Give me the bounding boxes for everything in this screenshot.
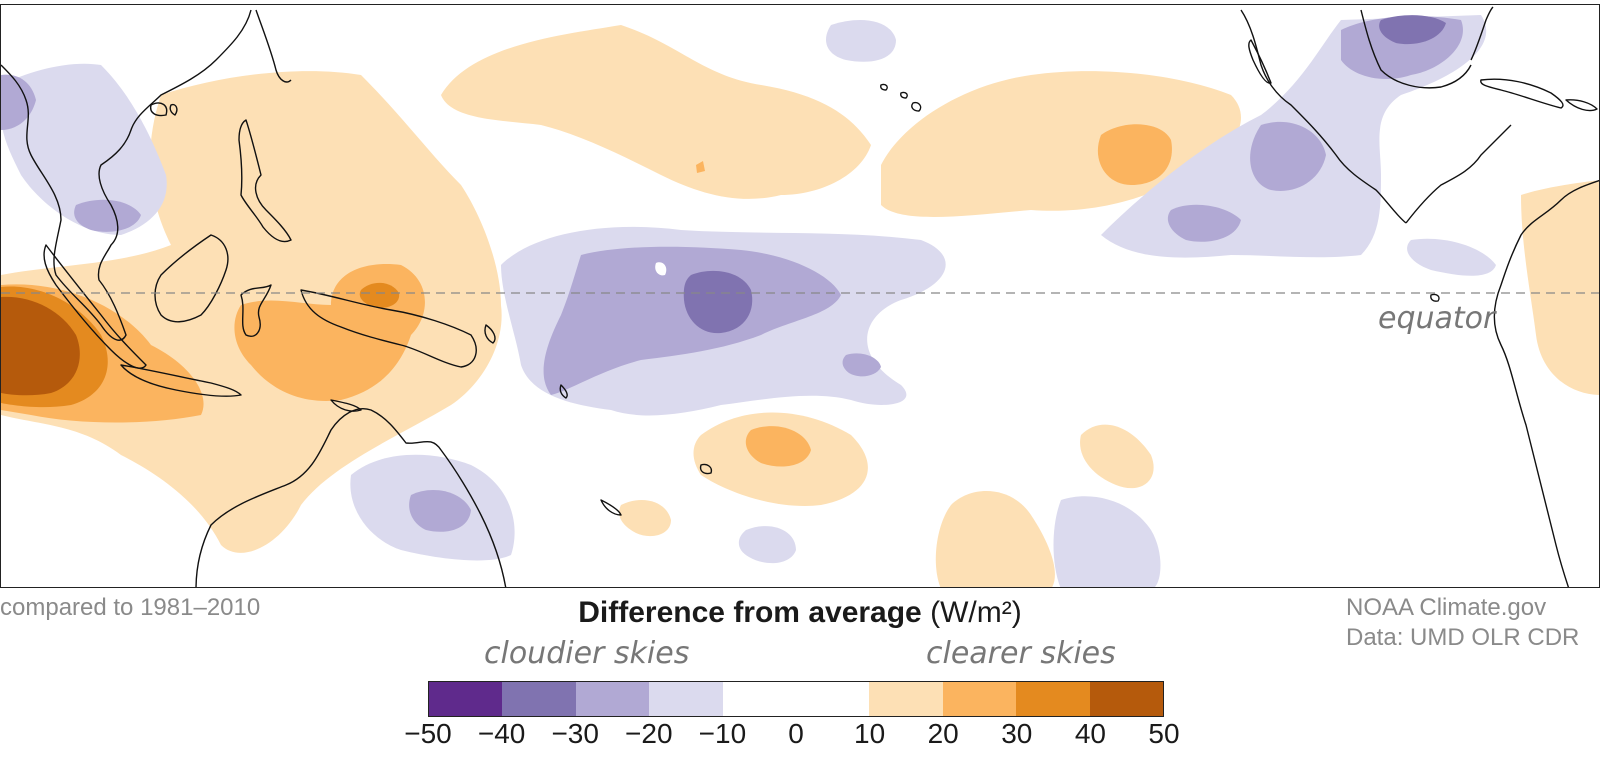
tick-label: 40 [1074,718,1106,749]
credit-noaa: NOAA Climate.gov [1346,594,1547,621]
cloud-region-south-small [738,526,796,564]
color-bin-2 [575,682,650,716]
clear-deep-indian-ocean [1,296,80,396]
cloud-mid-east-pacific [1167,204,1241,242]
coast-korea-japan [255,9,292,83]
coast-new-caledonia [600,499,622,516]
coast-south-america [1493,179,1599,587]
clear-region-south-pacific-patch [1080,424,1154,489]
color-scale-ticks: −50 −40 −30 −20 −10 0 10 20 30 40 50 [0,718,1600,754]
tick-label: 30 [1001,718,1033,749]
cloud-mid-west [1,74,36,130]
coast-taiwan [169,103,178,116]
coast-australia [195,408,507,587]
tick-label: 0 [788,718,804,749]
legend-cloudier-label: cloudier skies [484,636,690,671]
coast-hispaniola [1565,99,1598,112]
coast-gulf-mexico [1360,9,1472,89]
clear-region-central-north-pacific [441,25,871,199]
legend-title: Difference from average (W/m²) [0,596,1600,630]
equator-label: equator [1378,301,1496,336]
cloud-mid-south-china-sea [74,199,141,232]
color-scale-bar [428,681,1164,717]
color-bin-8 [1016,682,1090,716]
near-average-holes [655,243,1062,276]
cloud-region-west-pacific-north [1,63,167,236]
coastlines [1,6,1599,587]
coast-hainan [149,102,168,117]
color-bin-0 [429,682,503,716]
tick-label: −50 [404,718,452,749]
coast-borneo [154,234,229,323]
color-bin-6 [869,682,943,716]
coast-philippines [238,119,292,243]
clear-mid-dot [696,161,705,173]
cloud-strong-central [683,270,753,334]
cloud-region-east-strip [1407,238,1496,276]
cloud-region-south-east [1053,496,1161,587]
cloud-mid-spot [842,353,881,377]
tick-label: −40 [477,718,526,749]
anomaly-map: equator [0,4,1600,588]
tick-label: 50 [1148,718,1180,749]
cloudier-strong-regions [683,15,1446,334]
clear-mid-south-central [745,426,811,467]
coast-new-guinea [300,289,477,368]
coast-vanuatu [559,384,568,399]
color-bin-1 [502,682,576,716]
coast-sulawesi [240,284,272,337]
coast-hawaii [880,83,922,112]
clear-region-small-south [619,500,671,537]
map-canvas [1,6,1599,587]
legend-clearer-label: clearer skies [926,636,1116,671]
coast-baja [1248,39,1272,84]
tick-label: −20 [625,718,673,749]
cloud-mid-australia [409,490,471,532]
color-bin-3 [649,682,723,716]
clear-region-south-america [1521,180,1599,395]
tick-label: −10 [698,718,747,749]
legend-unit: (W/m²) [930,596,1022,629]
coast-florida [1470,6,1494,61]
coast-north-america-west [1240,9,1407,224]
tick-label: −30 [551,718,599,749]
clearer-deep-regions [1,296,80,396]
coast-java [120,364,242,397]
coast-asia-mainland [1,9,252,341]
cloud-strong-gulf [1379,15,1446,45]
clear-mid-northeast-pacific [1097,124,1172,185]
color-bin-4 [722,682,797,716]
cloud-mid-northeast [1250,121,1326,191]
credit-data-source: Data: UMD OLR CDR [1346,624,1580,651]
coast-solomon [484,324,496,344]
clear-region-south-pacific-east [935,491,1055,587]
baseline-note: compared to 1981–2010 [0,594,261,621]
tick-label: 10 [854,718,886,749]
legend-title-text: Difference from average [578,596,922,629]
coast-fiji [699,463,713,475]
cloud-region-north-dateline [826,20,896,62]
coast-central-america [1405,124,1512,224]
tick-label: 20 [927,718,959,749]
color-bin-9 [1089,682,1164,716]
clear-strong-new-guinea-north [359,282,400,308]
color-bin-7 [942,682,1017,716]
coast-galapagos [1430,293,1440,302]
color-bin-5 [796,682,870,716]
coast-timor [330,399,362,412]
coast-cuba [1480,78,1564,109]
